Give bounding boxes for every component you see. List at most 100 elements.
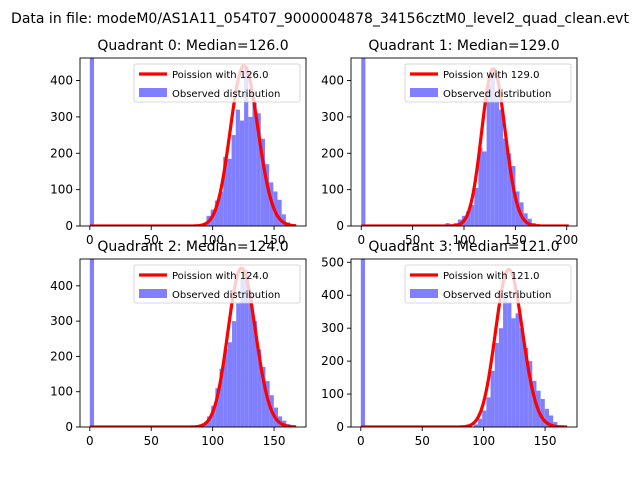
x-tick-label: 150 <box>504 233 527 247</box>
histogram-bar <box>244 66 249 226</box>
y-tick-label: 0 <box>336 219 344 233</box>
histogram-bar <box>248 116 253 226</box>
histogram-bar <box>532 380 537 427</box>
histogram-bar <box>211 405 216 427</box>
legend-bar-swatch <box>139 88 167 97</box>
plot-content <box>360 259 568 427</box>
panel-title: Quadrant 2: Median=124.0 <box>97 239 288 255</box>
histogram-bar <box>498 109 504 226</box>
histogram-bar <box>548 415 554 427</box>
x-tick-label: 150 <box>263 434 286 448</box>
x-tick-label: 100 <box>201 434 224 448</box>
histogram-bar <box>490 371 495 427</box>
y-tick-label: 0 <box>65 420 73 434</box>
histogram-bar <box>231 135 236 226</box>
histogram-bar <box>235 109 240 226</box>
y-tick-label: 400 <box>321 74 344 88</box>
legend-bar-swatch <box>410 88 438 97</box>
y-tick-label: 100 <box>50 385 73 399</box>
axes-frame <box>79 258 307 428</box>
histogram-bar <box>223 349 228 427</box>
histogram-bar <box>256 113 261 226</box>
panel-title: Quadrant 3: Median=121.0 <box>368 239 559 255</box>
legend: Poission with 126.0 Observed distribution <box>133 63 301 103</box>
histogram-bar <box>260 138 265 226</box>
histogram-bar <box>478 147 483 226</box>
plot-content <box>89 58 297 226</box>
histogram-bar <box>511 318 516 427</box>
histogram-bar <box>89 58 95 226</box>
histogram-bar <box>466 211 471 226</box>
axes-frame <box>79 57 307 227</box>
y-tick-label: 400 <box>50 279 73 293</box>
x-tick-label: 150 <box>263 233 286 247</box>
panel-quadrant-1: Quadrant 1: Median=129.0 0 50 100 150 200 0 100… <box>321 38 578 247</box>
y-tick-label: 200 <box>321 354 344 368</box>
histogram-bar <box>214 200 220 226</box>
histogram-bar <box>503 295 508 427</box>
panel-quadrant-2: Quadrant 2: Median=124.0 0 50 100 150 0 100 200… <box>50 239 307 448</box>
legend-box <box>404 264 572 304</box>
y-tick-label: 500 <box>321 255 344 269</box>
legend-box <box>133 264 301 304</box>
histogram-bar <box>281 214 286 226</box>
legend-label-observed: Observed distribution <box>172 290 280 301</box>
x-tick-label: 50 <box>415 434 430 448</box>
x-tick-label: 100 <box>201 233 224 247</box>
histogram-bar <box>478 418 483 427</box>
histogram-bar <box>232 321 237 427</box>
y-tick-label: 100 <box>50 183 73 197</box>
x-tick-label: 0 <box>86 233 94 247</box>
histogram-bar <box>261 367 266 427</box>
x-tick-label: 0 <box>357 434 365 448</box>
histogram-bar <box>239 120 245 226</box>
y-tick-label: 300 <box>321 110 344 124</box>
histogram-bar <box>519 328 524 427</box>
legend-label-observed: Observed distribution <box>443 89 551 100</box>
histogram-bar <box>89 259 95 427</box>
y-tick-label: 300 <box>50 314 73 328</box>
panel-quadrant-3: Quadrant 3: Median=121.0 0 50 100 150 0 100 200… <box>321 239 578 448</box>
histogram-bar <box>248 292 253 427</box>
legend-label-poisson: Poission with 121.0 <box>443 271 539 282</box>
histogram-bar <box>482 151 487 226</box>
legend-box <box>404 63 572 103</box>
histogram-bar <box>523 347 529 427</box>
histogram-bar <box>257 349 262 427</box>
poisson-curve <box>360 67 570 226</box>
histogram-bar <box>494 95 499 226</box>
histogram-bar <box>544 408 549 427</box>
histogram-bar <box>494 343 499 427</box>
histogram-bar <box>361 58 366 226</box>
y-tick-label: 300 <box>321 321 344 335</box>
histogram-bar <box>227 158 232 226</box>
y-tick-label: 200 <box>50 146 73 160</box>
histogram-bar <box>507 153 512 226</box>
x-tick-label: 0 <box>86 434 94 448</box>
y-tick-label: 200 <box>50 349 73 363</box>
y-tick-label: 100 <box>321 183 344 197</box>
panel-quadrant-0: Quadrant 0: Median=126.0 0 50 100 150 0 100 200… <box>50 38 307 247</box>
legend-box <box>133 63 301 103</box>
x-tick-label: 0 <box>357 233 365 247</box>
figure-suptitle: Data in file: modeM0/AS1A11_054T07_90000… <box>11 11 629 27</box>
histogram-bar <box>498 328 504 427</box>
histogram-bar <box>486 397 491 427</box>
x-tick-label: 100 <box>472 434 495 448</box>
axes-frame <box>350 258 578 428</box>
histogram-bar <box>252 102 257 226</box>
panel-title: Quadrant 0: Median=126.0 <box>97 38 288 54</box>
histogram-bar <box>511 166 516 226</box>
x-tick-label: 50 <box>405 233 420 247</box>
x-tick-label: 50 <box>144 233 159 247</box>
histogram-bar <box>227 342 233 427</box>
histogram-bar <box>219 191 224 226</box>
histogram-bar <box>252 321 258 427</box>
histogram-bar <box>507 301 512 427</box>
y-tick-label: 300 <box>50 110 73 124</box>
histogram-bar <box>490 73 495 226</box>
legend-label-observed: Observed distribution <box>172 89 280 100</box>
panel-title: Quadrant 1: Median=129.0 <box>368 38 559 54</box>
x-tick-label: 50 <box>144 434 159 448</box>
